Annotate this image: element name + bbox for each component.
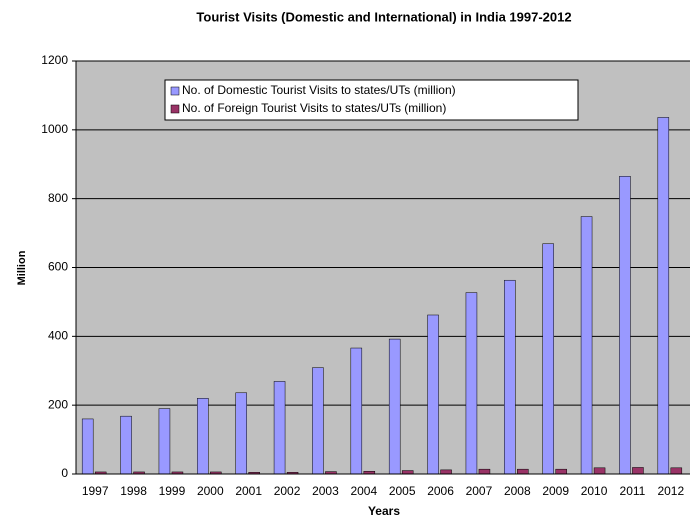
y-tick-label: 800 <box>48 191 68 205</box>
bar <box>273 381 286 475</box>
x-tick-label: 2004 <box>350 484 377 498</box>
bar <box>517 468 529 475</box>
bar <box>81 418 94 475</box>
bar <box>120 415 132 475</box>
x-tick-label: 2011 <box>620 484 646 498</box>
bar <box>542 243 554 475</box>
x-tick-label: 2009 <box>542 484 569 498</box>
bar <box>593 467 606 475</box>
bar <box>670 467 683 475</box>
bar <box>580 216 593 475</box>
bar <box>465 292 478 475</box>
legend-label: No. of Domestic Tourist Visits to states… <box>182 83 456 97</box>
x-tick-label: 1998 <box>120 484 147 498</box>
bar <box>235 392 247 475</box>
y-tick-label: 0 <box>61 466 68 480</box>
x-axis-label: Years <box>368 504 400 518</box>
y-tick-label: 1200 <box>41 53 68 67</box>
bar <box>350 347 363 475</box>
y-tick-label: 1000 <box>41 122 68 136</box>
x-tick-label: 2007 <box>466 484 493 498</box>
x-tick-label: 1997 <box>82 484 109 498</box>
bar <box>312 367 324 475</box>
bar <box>504 279 516 475</box>
legend-box <box>164 79 579 121</box>
legend-swatch <box>170 104 180 114</box>
x-tick-label: 2008 <box>504 484 531 498</box>
x-tick-label: 2003 <box>312 484 339 498</box>
y-axis-label: Million <box>16 250 28 285</box>
legend-label: No. of Foreign Tourist Visits to states/… <box>182 101 446 115</box>
legend-swatch <box>170 86 180 96</box>
bar <box>657 117 670 475</box>
x-tick-label: 2010 <box>581 484 608 498</box>
x-tick-label: 2006 <box>427 484 454 498</box>
x-tick-label: 2012 <box>657 484 684 498</box>
x-tick-label: 2002 <box>274 484 301 498</box>
bar <box>478 468 491 475</box>
x-tick-label: 2000 <box>197 484 224 498</box>
bar <box>632 467 644 475</box>
bar <box>427 314 439 475</box>
bar <box>197 398 209 475</box>
x-tick-label: 2005 <box>389 484 416 498</box>
bar <box>158 408 171 475</box>
x-tick-label: 1999 <box>159 484 186 498</box>
bar <box>619 176 631 475</box>
bar <box>440 469 452 475</box>
y-tick-label: 600 <box>48 260 68 274</box>
y-tick-label: 200 <box>48 397 68 411</box>
bar <box>388 338 401 475</box>
x-tick-label: 2001 <box>235 484 262 498</box>
bar <box>401 470 414 475</box>
y-tick-label: 400 <box>48 329 68 343</box>
chart-title: Tourist Visits (Domestic and Internation… <box>196 9 571 24</box>
bar <box>555 468 567 475</box>
